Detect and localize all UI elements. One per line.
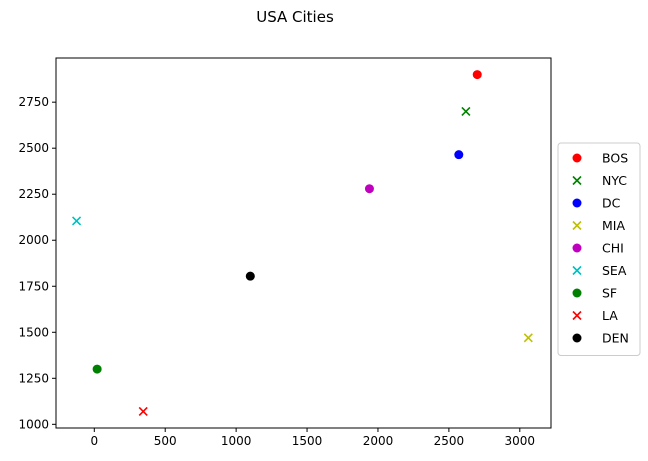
legend-label-nyc: NYC [602,173,627,188]
plot-frame [55,57,552,429]
point-dc [454,150,464,160]
chart-title: USA Cities [256,8,334,26]
y-tick-label: 2000 [18,233,49,247]
axes: 0 500 1000 1500 2000 2500 3000 1000 1250 1500 1750… [18,57,552,448]
legend-label-dc: DC [602,196,621,211]
legend-label-bos: BOS [602,151,628,166]
point-den [245,271,255,281]
legend: BOS NYC DC MIA CHI SEA SF LA DEN [557,142,641,356]
legend-label-chi: CHI [602,241,624,256]
point-bos [472,70,482,80]
legend-marker-bos [572,153,582,163]
data-points [72,70,533,416]
y-tick-label: 2500 [18,141,49,155]
x-tick-label: 1500 [292,434,323,448]
legend-marker-nyc [572,175,582,186]
legend-label-den: DEN [602,331,629,346]
x-tick-label: 1000 [221,434,252,448]
legend-marker-den [572,333,582,343]
y-tick-label: 2250 [18,187,49,201]
x-tick-label: 2000 [363,434,394,448]
legend-marker-chi [572,243,582,253]
legend-marker-mia [572,220,582,231]
legend-marker-la [572,310,582,321]
legend-label-la: LA [602,308,618,323]
y-tick-label: 1000 [18,417,49,431]
legend-marker-sea [572,265,582,276]
legend-marker-dc [572,198,582,208]
point-la [138,406,148,416]
point-chi [364,184,374,194]
y-tick-label: 1250 [18,371,49,385]
y-tick-label: 2750 [18,95,49,109]
legend-marker-sf [572,288,582,298]
legend-label-sea: SEA [602,263,627,278]
point-mia [523,333,533,343]
legend-box [557,142,641,356]
point-nyc [461,106,471,116]
point-sf [92,364,102,374]
y-tick-label: 1500 [18,325,49,339]
x-tick-label: 2500 [434,434,465,448]
x-tick-label: 0 [90,434,98,448]
x-tick-label: 3000 [505,434,536,448]
legend-label-sf: SF [602,286,617,301]
point-sea [72,216,82,226]
y-tick-label: 1750 [18,279,49,293]
x-tick-label: 500 [154,434,177,448]
legend-label-mia: MIA [602,218,625,233]
